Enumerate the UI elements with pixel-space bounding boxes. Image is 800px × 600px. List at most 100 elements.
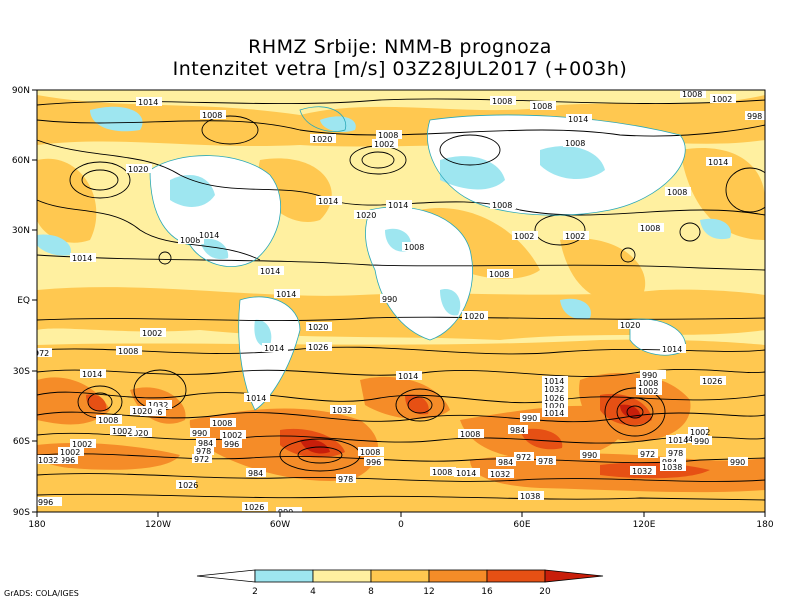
isobar-label: 1002 <box>112 427 132 436</box>
isobar-label: 990 <box>522 414 537 423</box>
colorbar-segment <box>486 569 546 583</box>
isobar-label: 1014 <box>138 98 158 107</box>
isobar-label: 1002 <box>690 428 710 437</box>
lat-label: 90S <box>13 508 30 518</box>
isobar-label: 1014 <box>276 290 296 299</box>
colorbar-tick: 2 <box>252 587 258 597</box>
isobar-label: 996 <box>224 440 239 449</box>
isobar-label: 1014 <box>388 201 408 210</box>
colorbar-segment <box>428 569 488 583</box>
isobar-label: 990 <box>582 451 597 460</box>
isobar-label: 1008 <box>640 224 660 233</box>
isobar-label: 1020 <box>620 321 640 330</box>
isobar-label: 1008 <box>532 102 552 111</box>
isobar-label: 1020 <box>128 165 148 174</box>
isobar-label: 1020 <box>128 429 148 438</box>
isobar-label: 1008 <box>638 379 658 388</box>
isobar-label: 1002 <box>638 387 658 396</box>
isobar-label: 1032 <box>38 456 58 465</box>
colorbar-tick: 8 <box>368 587 374 597</box>
isobar-label: 1008 <box>180 236 200 245</box>
colorbar: 2 4 8 12 16 20 <box>196 569 604 597</box>
isobar-label: 1014 <box>199 231 219 240</box>
isobar-label: 1038 <box>520 492 540 501</box>
colorbar-segment <box>312 569 372 583</box>
axis-ticks <box>32 89 766 517</box>
isobar-label: 984 <box>198 439 213 448</box>
isobar-label: 1008 <box>404 243 424 252</box>
lat-label: 60S <box>13 437 30 447</box>
isobar-label: 1014 <box>318 197 338 206</box>
isobar-label: 1038 <box>662 463 682 472</box>
isobar-label: 1026 <box>702 377 722 386</box>
map-title-line2: Intenzitet vetra [m/s] 03Z28JUL2017 (+00… <box>172 58 628 80</box>
isobar-label: 1014 <box>568 115 588 124</box>
isobar-label: 1008 <box>118 347 138 356</box>
lat-label: 60N <box>12 156 30 166</box>
isobar-labels: 1014 1008 1008 1008 1002 998 1008 1020 1… <box>37 90 765 517</box>
isobar-label: 1014 <box>82 370 102 379</box>
isobar-label: 1002 <box>712 95 732 104</box>
isobar-label: 996 <box>366 458 381 467</box>
isobar-label: 1020 <box>544 402 564 411</box>
isobar-label: 1002 <box>60 448 80 457</box>
isobar-label: 1008 <box>682 90 702 99</box>
isobar-label: 1014 <box>544 377 564 386</box>
isobar-label: 1020 <box>308 323 328 332</box>
wind-zone-2-4 <box>37 106 731 347</box>
isobar-label: 1008 <box>432 468 452 477</box>
isobar-label: 978 <box>196 447 211 456</box>
isobar-label: 984 <box>498 458 513 467</box>
isobar-label: 972 <box>194 455 209 464</box>
isobar-label: 1008 <box>489 270 509 279</box>
colorbar-tick: 16 <box>481 587 493 597</box>
isobar-label: 1026 <box>244 503 264 512</box>
coastlines <box>149 106 686 411</box>
isobar-label: 972 <box>640 450 655 459</box>
lon-label: 60E <box>513 520 530 530</box>
isobar-label: 1002 <box>142 329 162 338</box>
lat-label: 90N <box>12 86 30 96</box>
isobar-label: 990 <box>694 437 709 446</box>
isobar-label: 990 <box>642 371 657 380</box>
map-title-line1: RHMZ Srbije: NMM-B prognoza <box>248 36 552 58</box>
isobar-label: 1026 <box>178 481 198 490</box>
isobar-label: 978 <box>668 449 683 458</box>
isobar-label: 1032 <box>490 470 510 479</box>
wind-zone-above-20 <box>300 404 641 454</box>
isobar-label: 1008 <box>565 139 585 148</box>
isobar-label: 1014 <box>668 436 688 445</box>
isobar-label: 1008 <box>492 97 512 106</box>
colorbar-tick: 12 <box>423 587 434 597</box>
isobar-label: 1002 <box>565 232 585 241</box>
isobar-label: 1002 <box>222 431 242 440</box>
lat-label: 30S <box>13 367 30 377</box>
isobar-label: 1032 <box>632 467 652 476</box>
isobar-label: 1014 <box>260 267 280 276</box>
isobar-label: 996 <box>60 456 75 465</box>
isobar-label: 1002 <box>374 140 394 149</box>
lon-label: 180 <box>756 520 773 530</box>
isobar-label: 1008 <box>667 188 687 197</box>
isobar-label: 1002 <box>514 232 534 241</box>
isobar-label: 990 <box>278 508 293 517</box>
isobar-label: 1020 <box>356 211 376 220</box>
lon-label: 60W <box>270 520 290 530</box>
isobar-label: 1032 <box>332 406 352 415</box>
isobar-label: 1032 <box>544 385 564 394</box>
isobar-label: 1008 <box>212 419 232 428</box>
isobar-label: 1026 <box>308 343 328 352</box>
colorbar-tick: 4 <box>310 587 316 597</box>
colorbar-segment <box>544 569 604 583</box>
isobar-label: 1008 <box>492 201 512 210</box>
isobar-label: 1002 <box>72 440 92 449</box>
isobar-label: 1032 <box>148 401 168 410</box>
isobar-label: 1014 <box>246 394 266 403</box>
isobar-label: 978 <box>538 457 553 466</box>
lon-label: 120W <box>145 520 171 530</box>
credit-text: GrADS: COLA/IGES <box>4 589 79 598</box>
isobar-label: 1008 <box>460 430 480 439</box>
isobar-label: 1014 <box>708 158 728 167</box>
colorbar-segment <box>254 569 314 583</box>
map-plot-area: 1014 1008 1008 1008 1002 998 1008 1020 1… <box>37 90 765 517</box>
